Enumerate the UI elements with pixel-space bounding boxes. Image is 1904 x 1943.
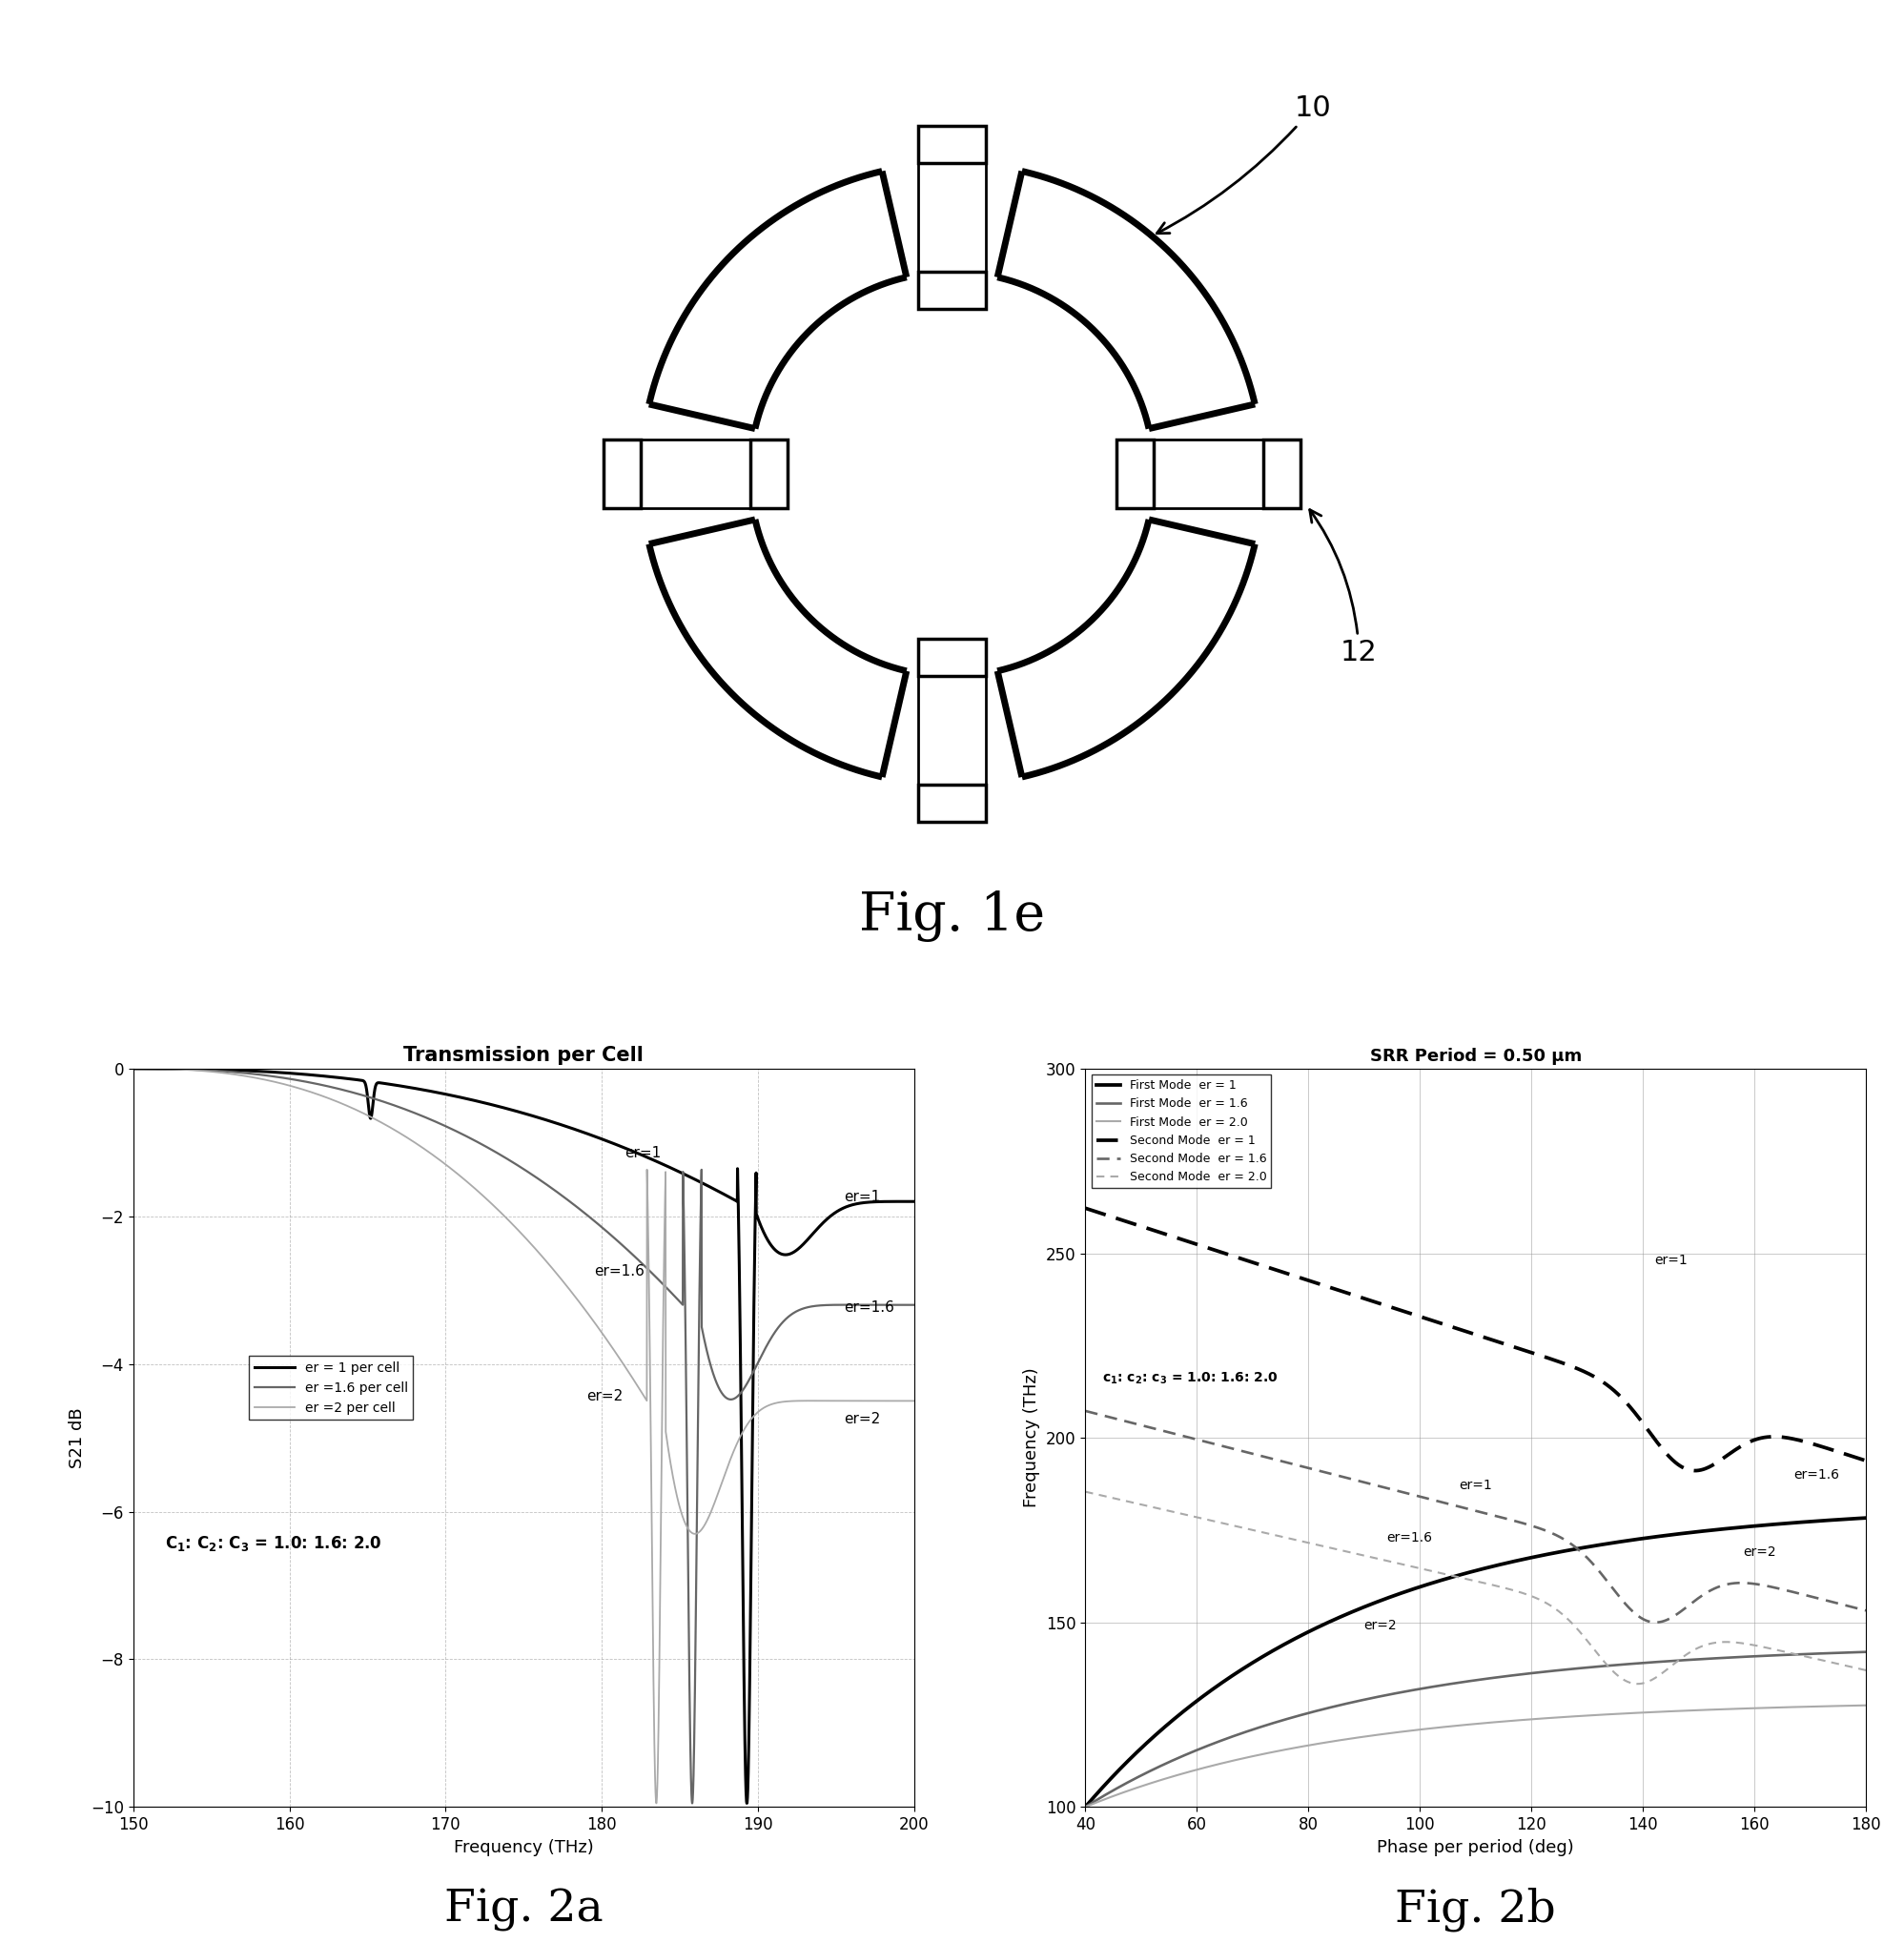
Text: er=2: er=2 — [1363, 1619, 1398, 1632]
X-axis label: Frequency (THz): Frequency (THz) — [453, 1838, 594, 1856]
Text: er=1.6: er=1.6 — [843, 1302, 895, 1315]
Text: er=2: er=2 — [586, 1389, 623, 1403]
Title: Transmission per Cell: Transmission per Cell — [404, 1045, 644, 1065]
Legend: First Mode  er = 1, First Mode  er = 1.6, First Mode  er = 2.0, Second Mode  er : First Mode er = 1, First Mode er = 1.6, … — [1091, 1074, 1272, 1189]
Text: $\mathbf{c_1}$: $\mathbf{c_2}$: $\mathbf{c_3}$ = 1.0: 1.6: 2.0: $\mathbf{c_1}$: $\mathbf{c_2}$: $\mathbf… — [1102, 1372, 1278, 1387]
Text: er=1.6: er=1.6 — [1794, 1469, 1839, 1481]
Text: er=1.6: er=1.6 — [1386, 1531, 1432, 1545]
Text: er=2: er=2 — [843, 1413, 880, 1426]
X-axis label: Phase per period (deg): Phase per period (deg) — [1377, 1838, 1575, 1856]
Y-axis label: Frequency (THz): Frequency (THz) — [1022, 1368, 1041, 1508]
Polygon shape — [918, 785, 986, 822]
Text: Fig. 1e: Fig. 1e — [859, 890, 1045, 942]
Title: SRR Period = 0.50 μm: SRR Period = 0.50 μm — [1369, 1047, 1582, 1065]
Text: er=1: er=1 — [843, 1191, 880, 1205]
Y-axis label: S21 dB: S21 dB — [69, 1407, 86, 1469]
Text: er=1: er=1 — [1655, 1253, 1687, 1267]
Polygon shape — [1262, 439, 1300, 509]
Text: er=1: er=1 — [625, 1146, 661, 1160]
Text: Fig. 2b: Fig. 2b — [1396, 1887, 1556, 1931]
Legend: er = 1 per cell, er =1.6 per cell, er =2 per cell: er = 1 per cell, er =1.6 per cell, er =2… — [249, 1356, 413, 1420]
Text: 12: 12 — [1310, 509, 1378, 666]
Polygon shape — [604, 439, 642, 509]
Polygon shape — [918, 272, 986, 309]
Text: er=1: er=1 — [1458, 1479, 1493, 1492]
Text: er=1.6: er=1.6 — [594, 1265, 644, 1278]
Polygon shape — [750, 439, 786, 509]
Polygon shape — [918, 639, 986, 676]
Polygon shape — [918, 126, 986, 163]
Text: Fig. 2a: Fig. 2a — [444, 1889, 604, 1931]
Text: $\mathbf{C_1}$: $\mathbf{C_2}$: $\mathbf{C_3}$ = 1.0: 1.6: 2.0: $\mathbf{C_1}$: $\mathbf{C_2}$: $\mathbf… — [164, 1535, 381, 1552]
Text: 10: 10 — [1158, 95, 1331, 233]
Polygon shape — [1118, 439, 1154, 509]
Text: er=2: er=2 — [1744, 1545, 1776, 1558]
